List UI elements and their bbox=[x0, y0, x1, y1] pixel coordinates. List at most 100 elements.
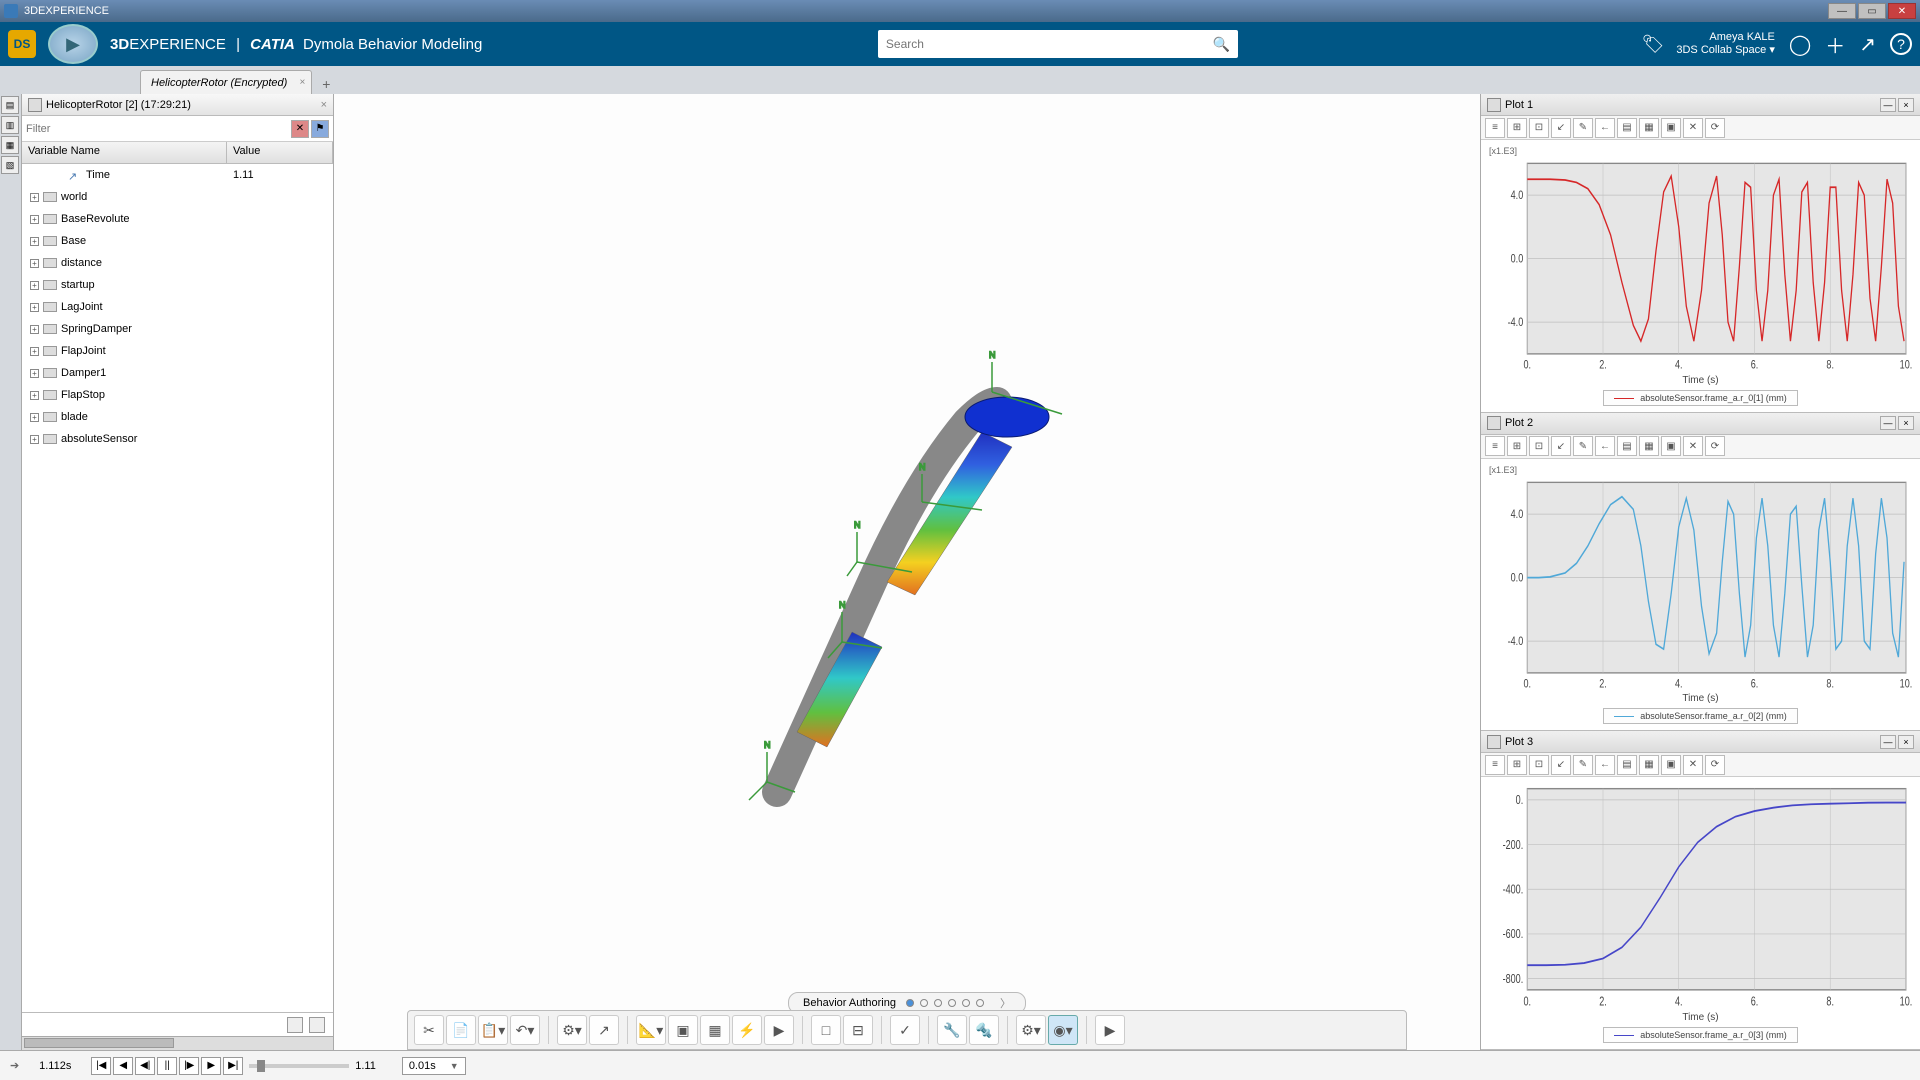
playback-button[interactable]: ◀| bbox=[135, 1057, 155, 1075]
add-icon[interactable]: ＋ bbox=[1825, 30, 1845, 59]
tree-filter-input[interactable] bbox=[26, 123, 289, 135]
action-button[interactable]: ⚙▾ bbox=[1016, 1015, 1046, 1045]
plot-canvas[interactable]: -4.00.04.00.2.4.6.8.10. bbox=[1489, 158, 1912, 373]
plot-tool-button[interactable]: ↙ bbox=[1551, 436, 1571, 456]
plot-header[interactable]: Plot 1—× bbox=[1481, 94, 1920, 116]
expander-icon[interactable]: + bbox=[30, 391, 39, 400]
compass-button[interactable]: ▶ bbox=[48, 24, 98, 64]
plot-tool-button[interactable]: ✎ bbox=[1573, 755, 1593, 775]
action-button[interactable]: ▣ bbox=[668, 1015, 698, 1045]
tree-row[interactable]: +world bbox=[22, 186, 333, 208]
action-button[interactable]: ◉▾ bbox=[1048, 1015, 1078, 1045]
rail-btn-3[interactable]: ▦ bbox=[1, 136, 19, 154]
tree-row[interactable]: +LagJoint bbox=[22, 296, 333, 318]
plot-tool-button[interactable]: ✕ bbox=[1683, 118, 1703, 138]
action-button[interactable]: ↗ bbox=[589, 1015, 619, 1045]
action-button[interactable]: ▶ bbox=[1095, 1015, 1125, 1045]
behavior-dot[interactable] bbox=[934, 999, 942, 1007]
plot-tool-button[interactable]: ▤ bbox=[1617, 436, 1637, 456]
document-tab[interactable]: HelicopterRotor (Encrypted) × bbox=[140, 70, 312, 94]
tree-row[interactable]: +Base bbox=[22, 230, 333, 252]
action-button[interactable]: ⚡ bbox=[732, 1015, 762, 1045]
plot-tool-button[interactable]: ✎ bbox=[1573, 436, 1593, 456]
profile-icon[interactable]: ◯ bbox=[1789, 32, 1811, 57]
plot-tool-button[interactable]: ↙ bbox=[1551, 118, 1571, 138]
plot-tool-button[interactable]: ≡ bbox=[1485, 436, 1505, 456]
action-button[interactable]: ✂ bbox=[414, 1015, 444, 1045]
tree-footer-btn-1[interactable] bbox=[287, 1017, 303, 1033]
tag-icon[interactable]: 🏷 bbox=[1642, 34, 1665, 55]
expander-icon[interactable]: + bbox=[30, 193, 39, 202]
tree-row[interactable]: +Damper1 bbox=[22, 362, 333, 384]
plot-tool-button[interactable]: ⊡ bbox=[1529, 118, 1549, 138]
tree-row[interactable]: +distance bbox=[22, 252, 333, 274]
action-button[interactable]: 🔩 bbox=[969, 1015, 999, 1045]
plot-canvas[interactable]: 0.-200.-400.-600.-800.0.2.4.6.8.10. bbox=[1489, 783, 1912, 1010]
plot-tool-button[interactable]: ↙ bbox=[1551, 755, 1571, 775]
help-icon[interactable]: ? bbox=[1890, 33, 1912, 55]
plot-tool-button[interactable]: ▣ bbox=[1661, 436, 1681, 456]
action-button[interactable]: □ bbox=[811, 1015, 841, 1045]
document-tab-close-icon[interactable]: × bbox=[300, 77, 306, 88]
expander-icon[interactable]: + bbox=[30, 215, 39, 224]
tree-tab-close-icon[interactable]: × bbox=[321, 99, 327, 111]
plot-tool-button[interactable]: ✕ bbox=[1683, 436, 1703, 456]
search-icon[interactable]: 🔍 bbox=[1212, 36, 1229, 53]
plot-tool-button[interactable]: ▤ bbox=[1617, 118, 1637, 138]
plot-tool-button[interactable]: ⊞ bbox=[1507, 436, 1527, 456]
plot-header[interactable]: Plot 2—× bbox=[1481, 413, 1920, 435]
plot-min-button[interactable]: — bbox=[1880, 735, 1896, 749]
new-tab-button[interactable]: + bbox=[316, 74, 336, 94]
playback-button[interactable]: ▶| bbox=[223, 1057, 243, 1075]
behavior-chevron-icon[interactable]: 〉 bbox=[1000, 995, 1011, 1011]
tree-row[interactable]: +SpringDamper bbox=[22, 318, 333, 340]
tree-row[interactable]: +BaseRevolute bbox=[22, 208, 333, 230]
expander-icon[interactable]: + bbox=[30, 281, 39, 290]
action-button[interactable]: 📋▾ bbox=[478, 1015, 508, 1045]
plot-tool-button[interactable]: ≡ bbox=[1485, 118, 1505, 138]
plot-tool-button[interactable]: ← bbox=[1595, 755, 1615, 775]
plot-min-button[interactable]: — bbox=[1880, 416, 1896, 430]
plot-tool-button[interactable]: ✎ bbox=[1573, 118, 1593, 138]
tree-row[interactable]: +absoluteSensor bbox=[22, 428, 333, 450]
plot-header[interactable]: Plot 3—× bbox=[1481, 731, 1920, 753]
plot-tool-button[interactable]: ≡ bbox=[1485, 755, 1505, 775]
filter-btn-1[interactable]: ✕ bbox=[291, 120, 309, 138]
expander-icon[interactable]: + bbox=[30, 325, 39, 334]
expander-icon[interactable]: + bbox=[30, 435, 39, 444]
plot-tool-button[interactable]: ← bbox=[1595, 118, 1615, 138]
timeline-slider[interactable] bbox=[249, 1064, 349, 1068]
expander-icon[interactable]: + bbox=[30, 237, 39, 246]
behavior-dot[interactable] bbox=[962, 999, 970, 1007]
behavior-dot[interactable] bbox=[976, 999, 984, 1007]
plot-min-button[interactable]: — bbox=[1880, 98, 1896, 112]
plot-canvas[interactable]: -4.00.04.00.2.4.6.8.10. bbox=[1489, 477, 1912, 692]
action-button[interactable]: ↶▾ bbox=[510, 1015, 540, 1045]
tree-row[interactable]: +FlapStop bbox=[22, 384, 333, 406]
ds-logo-icon[interactable]: DS bbox=[8, 30, 36, 58]
plot-tool-button[interactable]: ▣ bbox=[1661, 755, 1681, 775]
user-block[interactable]: Ameya KALE 3DS Collab Space ▾ bbox=[1676, 31, 1774, 57]
plot-tool-button[interactable]: ⊞ bbox=[1507, 118, 1527, 138]
behavior-dot[interactable] bbox=[920, 999, 928, 1007]
tree-footer-btn-2[interactable] bbox=[309, 1017, 325, 1033]
maximize-button[interactable]: ▭ bbox=[1858, 3, 1886, 19]
share-icon[interactable]: ↗ bbox=[1859, 32, 1876, 57]
action-button[interactable]: ▦ bbox=[700, 1015, 730, 1045]
plot-tool-button[interactable]: ▦ bbox=[1639, 755, 1659, 775]
plot-tool-button[interactable]: ← bbox=[1595, 436, 1615, 456]
plot-close-button[interactable]: × bbox=[1898, 416, 1914, 430]
action-button[interactable]: ⚙▾ bbox=[557, 1015, 587, 1045]
expander-icon[interactable]: + bbox=[30, 413, 39, 422]
behavior-dot[interactable] bbox=[906, 999, 914, 1007]
plot-tool-button[interactable]: ⟳ bbox=[1705, 436, 1725, 456]
plot-tool-button[interactable]: ⊡ bbox=[1529, 755, 1549, 775]
timeline-slider-thumb[interactable] bbox=[257, 1060, 265, 1072]
action-button[interactable]: ▶ bbox=[764, 1015, 794, 1045]
plot-tool-button[interactable]: ▤ bbox=[1617, 755, 1637, 775]
action-button[interactable]: 🔧 bbox=[937, 1015, 967, 1045]
plot-tool-button[interactable]: ▦ bbox=[1639, 436, 1659, 456]
minimize-button[interactable]: — bbox=[1828, 3, 1856, 19]
expander-icon[interactable]: + bbox=[30, 369, 39, 378]
rail-btn-4[interactable]: ▧ bbox=[1, 156, 19, 174]
